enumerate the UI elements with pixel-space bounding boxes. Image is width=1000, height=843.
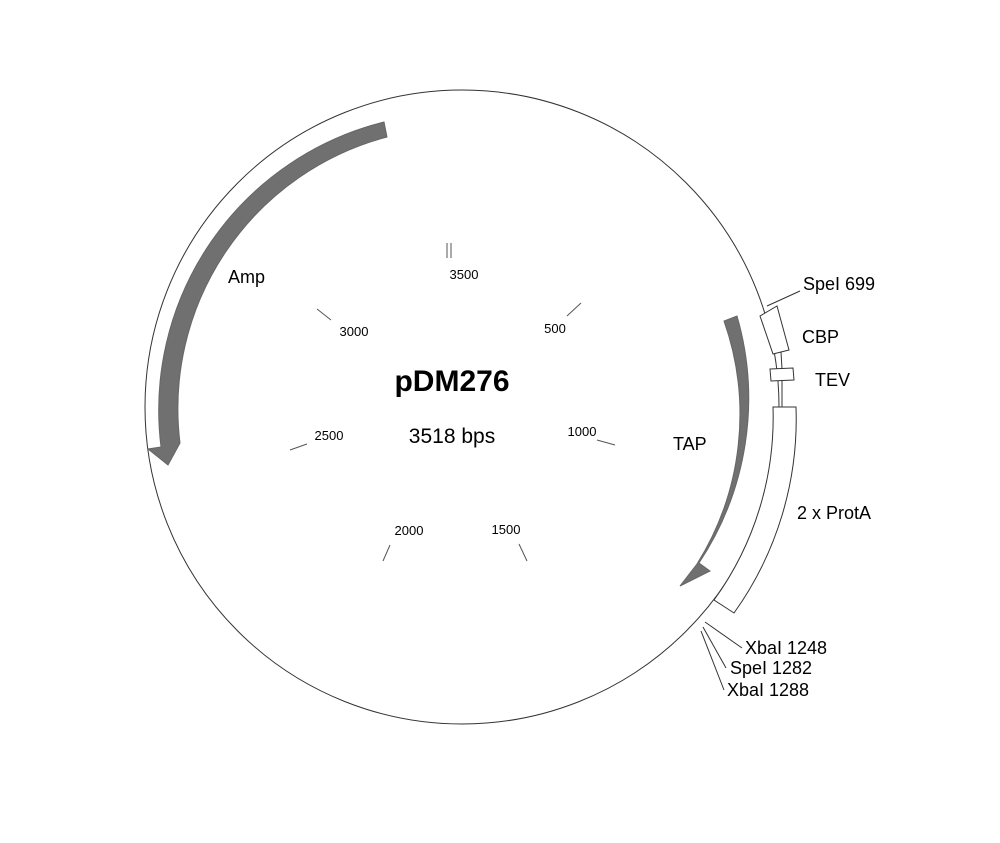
tick-mark-2500 (289, 443, 308, 451)
tick-label-3500: 3500 (450, 267, 479, 282)
tick-mark-3000 (316, 308, 332, 321)
spei-1282-leader (702, 626, 727, 669)
tick-label-3000: 3000 (340, 324, 369, 339)
prota-box (713, 406, 797, 614)
spei-699-leader (766, 290, 801, 307)
plasmid-name: pDM276 (394, 365, 509, 398)
site-label-xbai-1288: XbaI 1288 (727, 680, 809, 700)
tick-mark-2000 (382, 544, 391, 562)
xbai-1248-leader (704, 621, 743, 649)
tev-box (769, 367, 795, 382)
tap-arrow (679, 315, 750, 587)
plasmid-backbone (144, 89, 780, 725)
prota-label: 2 x ProtA (797, 503, 871, 523)
tick-label-1500: 1500 (492, 522, 521, 537)
tick-label-2000: 2000 (395, 523, 424, 538)
site-label-spei-1282: SpeI 1282 (730, 658, 812, 678)
tap-label: TAP (673, 434, 707, 454)
site-label-xbai-1248: XbaI 1248 (745, 638, 827, 658)
restriction-sites: SpeI 699 XbaI 1248 SpeI 1282 XbaI 1288 (700, 274, 875, 700)
tick-label-500: 500 (544, 321, 566, 336)
position-ticks: 3500 500 1000 1500 2000 2500 3000 (289, 243, 616, 562)
tick-mark-1500 (518, 543, 528, 562)
tick-mark-1000 (596, 439, 616, 446)
cbp-box (759, 305, 790, 355)
tick-mark-500 (566, 302, 582, 317)
xbai-1288-leader (700, 630, 725, 691)
tick-label-1000: 1000 (568, 424, 597, 439)
tev-label: TEV (815, 370, 850, 390)
site-label-spei-699: SpeI 699 (803, 274, 875, 294)
plasmid-size: 3518 bps (409, 425, 495, 448)
cbp-connector (780, 351, 783, 370)
tick-label-2500: 2500 (315, 428, 344, 443)
amp-label: Amp (228, 267, 265, 287)
cbp-label: CBP (802, 327, 839, 347)
amp-arrow (146, 121, 388, 466)
